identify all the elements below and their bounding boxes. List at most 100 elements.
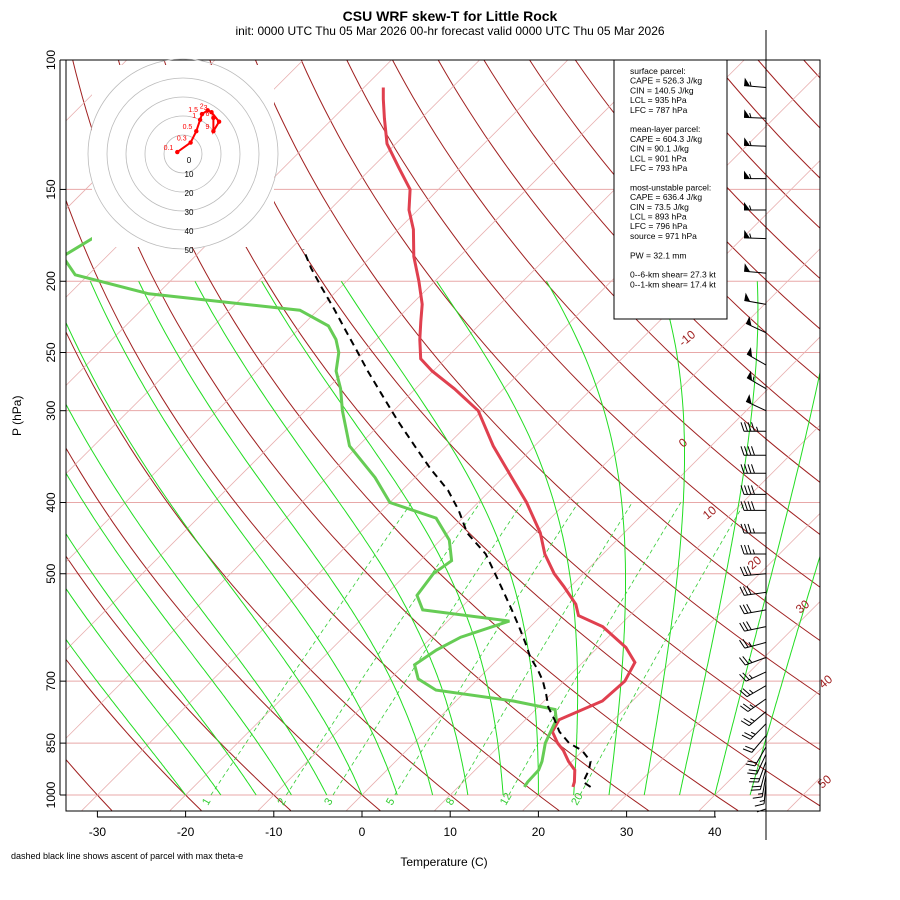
wind-barb xyxy=(740,422,766,432)
wind-barb xyxy=(739,621,767,632)
footnote: dashed black line shows ascent of parcel… xyxy=(11,851,244,861)
hodograph-bg xyxy=(92,65,274,247)
wind-barb xyxy=(743,229,767,240)
moist-adiabat-line xyxy=(679,281,759,796)
mixing-ratio-label: 20 xyxy=(569,791,586,808)
wind-barb xyxy=(746,370,767,390)
moist-adiabat-line xyxy=(138,281,434,796)
y-tick-label: 150 xyxy=(44,179,58,199)
wind-barb xyxy=(745,394,767,412)
info-box-line: CIN = 90.1 J/kg xyxy=(630,144,689,154)
dry-adiabat-line xyxy=(666,60,820,229)
hodograph-point-label: 0.1 xyxy=(164,145,174,152)
wind-barbs xyxy=(739,30,767,840)
info-box-line: source = 971 hPa xyxy=(630,231,697,241)
hodograph-point-label: 3 xyxy=(204,105,208,112)
isotherm-line xyxy=(257,248,820,811)
hodograph-point xyxy=(194,129,199,134)
hodograph-point xyxy=(211,115,216,121)
x-tick-label: 10 xyxy=(444,825,458,839)
wind-barb xyxy=(740,446,766,456)
wind-barb xyxy=(744,77,767,89)
mixing-ratio-labels: 1 2 3 5 8 12 20 xyxy=(200,791,586,808)
hodograph-ring-label: 20 xyxy=(185,189,194,198)
wind-barb xyxy=(739,566,767,577)
plot-frame xyxy=(65,59,821,812)
dry-adiabat-line xyxy=(66,198,560,811)
wind-barb xyxy=(740,501,766,511)
dry-adiabat-line xyxy=(255,60,820,696)
isotherm-label: 40 xyxy=(816,672,835,692)
wind-barb xyxy=(752,775,767,799)
hodograph-point-label: 1.5 xyxy=(188,107,198,114)
chart-title: CSU WRF skew-T for Little Rock xyxy=(342,8,558,24)
dry-adiabat-line xyxy=(803,60,820,79)
x-tick-label: 20 xyxy=(532,825,546,839)
isotherm-line xyxy=(522,512,820,811)
info-box-line: CAPE = 604.3 J/kg xyxy=(630,134,702,144)
profile-series xyxy=(66,87,637,788)
info-box-line: 0--6-km shear= 27.3 kt xyxy=(630,270,716,280)
x-tick-label: -20 xyxy=(177,825,195,839)
hodograph-point xyxy=(216,119,222,124)
temperature-line xyxy=(381,87,637,788)
isotherm-line xyxy=(169,160,820,811)
hodograph-ring xyxy=(144,115,222,193)
mixing-ratio-lines xyxy=(210,502,746,796)
info-box-line: LCL = 901 hPa xyxy=(630,153,687,163)
hodograph-ring xyxy=(125,96,241,212)
hodograph-ring-label: 40 xyxy=(185,227,194,236)
moist-adiabat-line xyxy=(749,554,820,796)
wind-barb xyxy=(756,786,767,813)
hodograph-point-label: 6 xyxy=(205,111,209,118)
mixing-ratio-label: 5 xyxy=(384,796,397,807)
info-box-line: LCL = 935 hPa xyxy=(630,95,687,105)
x-tick-label: -30 xyxy=(89,825,107,839)
hodograph-point xyxy=(205,108,210,113)
x-tick-label: 40 xyxy=(708,825,722,839)
moist-adiabat-line xyxy=(89,281,398,796)
wind-barb xyxy=(743,137,767,147)
moist-adiabat-line xyxy=(436,281,579,796)
hodograph-ring xyxy=(87,58,279,250)
moist-adiabat-line xyxy=(643,281,685,796)
info-box-line: LCL = 893 hPa xyxy=(630,212,687,222)
isotherm-label: 10 xyxy=(700,503,719,523)
wind-barb xyxy=(741,723,767,740)
wind-barb xyxy=(750,768,767,791)
info-box-line: CAPE = 636.4 J/kg xyxy=(630,192,702,202)
wind-barb xyxy=(739,639,767,649)
mixing-ratio-label: 12 xyxy=(498,791,515,808)
y-tick-label: 100 xyxy=(44,50,58,70)
wind-barb xyxy=(742,735,767,753)
x-tick-label: 0 xyxy=(359,825,366,839)
wind-barb xyxy=(746,347,767,366)
moist-adiabat-line xyxy=(66,472,292,796)
wind-barb xyxy=(754,781,767,807)
wind-barb xyxy=(745,316,767,334)
wind-barb xyxy=(740,698,767,712)
y-tick-label: 300 xyxy=(44,400,58,420)
hodograph-ring-label: 30 xyxy=(185,208,194,217)
mixing-ratio-line xyxy=(285,502,481,796)
y-tick-label: 250 xyxy=(44,342,58,362)
isotherm-line xyxy=(346,336,820,811)
y-tick-label: 400 xyxy=(44,492,58,512)
y-tick-label: 500 xyxy=(44,563,58,583)
wind-barb xyxy=(747,753,767,775)
wind-barb xyxy=(739,685,767,698)
moist-adiabat-line xyxy=(66,532,257,796)
mixing-ratio-line xyxy=(210,502,412,796)
info-box-line: LFC = 793 hPa xyxy=(630,163,688,173)
mixing-ratio-label: 3 xyxy=(322,796,335,807)
mixing-ratio-line xyxy=(332,502,523,796)
hodograph-point xyxy=(199,111,205,117)
hodograph-point-label: 1 xyxy=(192,113,196,120)
isotherm-line xyxy=(787,777,820,811)
hodograph-trace xyxy=(176,109,221,153)
dry-adiabat-line xyxy=(392,60,820,536)
moist-adiabat-line xyxy=(340,281,539,795)
hodograph-point xyxy=(209,110,214,115)
